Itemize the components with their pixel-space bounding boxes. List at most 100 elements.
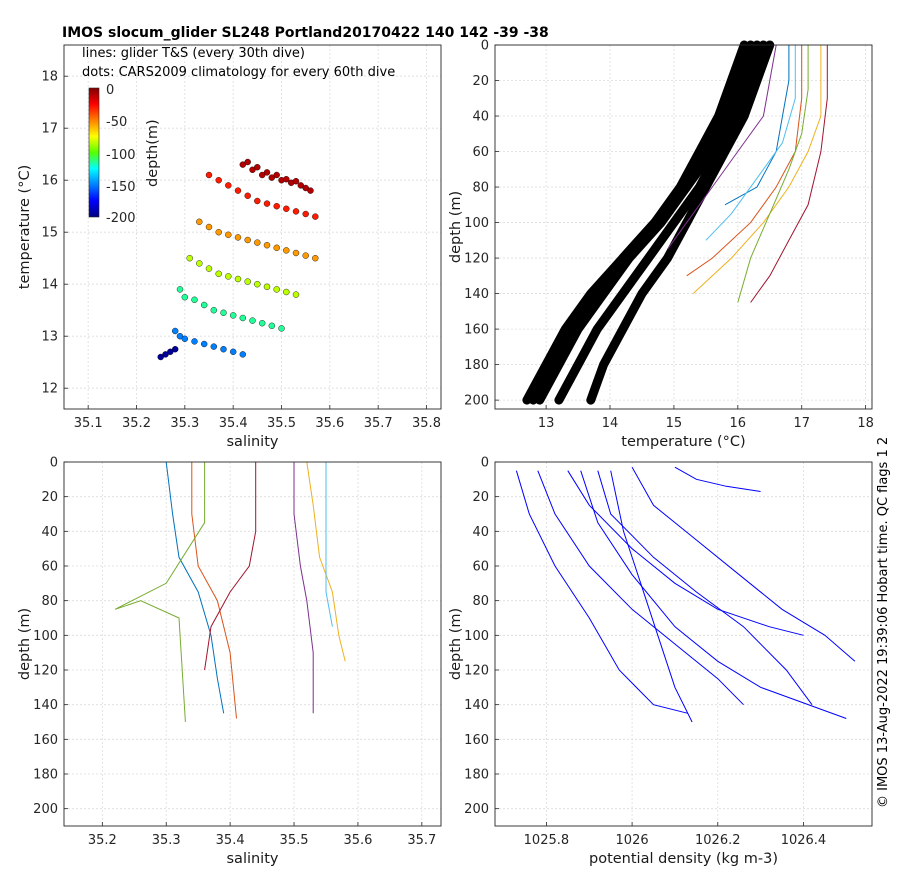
- x-tick-label: 35.8: [412, 416, 441, 431]
- profile-line: [705, 45, 796, 241]
- ts-point: [234, 187, 242, 194]
- x-tick-label: 35.5: [280, 833, 309, 848]
- y-tick-label: 180: [33, 768, 58, 783]
- ts-point: [167, 348, 174, 355]
- colorbar-tick: -50: [106, 115, 127, 130]
- ts-point: [234, 275, 242, 283]
- x-tick-label: 35.4: [216, 833, 245, 848]
- profile-line: [191, 462, 237, 719]
- x-tick-label: 35.5: [267, 416, 296, 431]
- ts-point: [229, 312, 237, 319]
- ts-point: [302, 210, 309, 218]
- climatology-profile: [554, 40, 768, 405]
- ts-point: [210, 307, 218, 314]
- ts-point: [268, 322, 275, 329]
- y-tick-label: 40: [41, 525, 58, 540]
- profile-line: [293, 462, 314, 714]
- ts-point: [312, 255, 319, 262]
- ts-point: [225, 273, 232, 280]
- ts-point: [186, 255, 193, 262]
- ts-point: [196, 218, 203, 226]
- ts-point: [181, 335, 189, 342]
- ts-point: [263, 169, 271, 176]
- y-tick-label: 160: [464, 323, 489, 338]
- y-tick-label: 140: [33, 698, 58, 713]
- y-tick-label: 80: [41, 594, 58, 609]
- ts-point: [254, 197, 261, 205]
- ts-point: [215, 228, 222, 236]
- profile-line: [567, 470, 804, 636]
- y-tick-label: 200: [33, 802, 58, 817]
- x-tick-label: 16: [730, 416, 747, 431]
- x-tick-label: 1025.8: [524, 833, 570, 848]
- x-tick-label: 1026.2: [695, 833, 741, 848]
- ts-point: [254, 239, 261, 246]
- profile-line: [686, 45, 803, 277]
- y-tick-label: 100: [464, 216, 489, 231]
- ts-point: [244, 278, 251, 285]
- y-tick-label: 13: [41, 330, 58, 345]
- salinity-depth-panel: 35.2 35.3 35.4 35.5 35.6 35.7 0 20 40 60 80 100 120 1…: [17, 456, 442, 867]
- colorbar-tick: -200: [106, 211, 136, 226]
- x-axis-label: salinity: [227, 851, 279, 867]
- x-tick-label: 35.7: [407, 833, 436, 848]
- axes-frame: [63, 44, 442, 410]
- y-tick-label: 180: [464, 768, 489, 783]
- y-tick-label: 120: [33, 664, 58, 679]
- profile-line: [114, 462, 206, 723]
- ts-point: [254, 163, 261, 171]
- ts-point: [263, 241, 271, 249]
- figure-title: IMOS slocum_glider SL248 Portland2017042…: [62, 25, 549, 41]
- ts-point: [283, 175, 290, 183]
- y-tick-label: 60: [472, 560, 489, 575]
- y-tick-label: 17: [41, 122, 58, 137]
- density-depth-panel: 1025.8 1026 1026.2 1026.4 0 20 40 60 80 100 120 140…: [448, 456, 873, 867]
- x-tick-label: 14: [602, 416, 619, 431]
- profile-line: [325, 462, 333, 627]
- ts-point: [239, 314, 247, 322]
- y-tick-label: 160: [464, 733, 489, 748]
- y-tick-label: 200: [464, 802, 489, 817]
- y-axis-label: depth (m): [17, 608, 33, 680]
- ts-panel: 35.1 35.2 35.3 35.4 35.5 35.6 35.7 35.8 12 13 14 15…: [17, 44, 442, 450]
- ts-point: [181, 294, 189, 301]
- ts-point: [244, 192, 251, 200]
- y-tick-label: 80: [472, 594, 489, 609]
- ts-point: [259, 320, 266, 327]
- ts-point: [263, 200, 271, 207]
- ts-point: [215, 270, 222, 277]
- x-tick-label: 35.1: [74, 416, 103, 431]
- ts-point: [239, 351, 247, 358]
- y-tick-label: 20: [41, 490, 58, 505]
- ts-point: [176, 286, 184, 293]
- ts-point: [273, 244, 280, 252]
- axes-frame: [63, 461, 442, 827]
- ts-point: [229, 348, 237, 355]
- x-tick-label: 1026: [616, 833, 649, 848]
- x-tick-label: 13: [538, 416, 555, 431]
- axes-frame: [494, 461, 873, 827]
- temperature-depth-panel: 13 14 15 16 17 18020406080100120140160180200t…: [448, 39, 874, 451]
- x-tick-label: 35.7: [364, 416, 393, 431]
- x-tick-label: 35.6: [343, 833, 372, 848]
- ts-point: [205, 223, 213, 231]
- x-tick-label: 35.3: [152, 833, 181, 848]
- ts-point: [278, 325, 285, 332]
- ts-point: [273, 171, 280, 179]
- ts-point: [171, 346, 179, 353]
- ts-point: [254, 281, 261, 288]
- y-tick-label: 200: [464, 394, 489, 409]
- ts-point: [205, 265, 213, 272]
- ts-point: [225, 182, 232, 189]
- ts-point: [225, 231, 232, 239]
- x-tick-label: 1026.4: [781, 833, 827, 848]
- x-tick-label: 15: [666, 416, 683, 431]
- ts-point: [215, 176, 222, 184]
- profile-line: [737, 45, 809, 303]
- profile-line: [610, 470, 693, 723]
- x-tick-label: 35.2: [88, 833, 117, 848]
- legend-dots-note: dots: CARS2009 climatology for every 60t…: [82, 65, 395, 80]
- y-tick-label: 0: [481, 456, 489, 471]
- ts-point: [220, 346, 227, 353]
